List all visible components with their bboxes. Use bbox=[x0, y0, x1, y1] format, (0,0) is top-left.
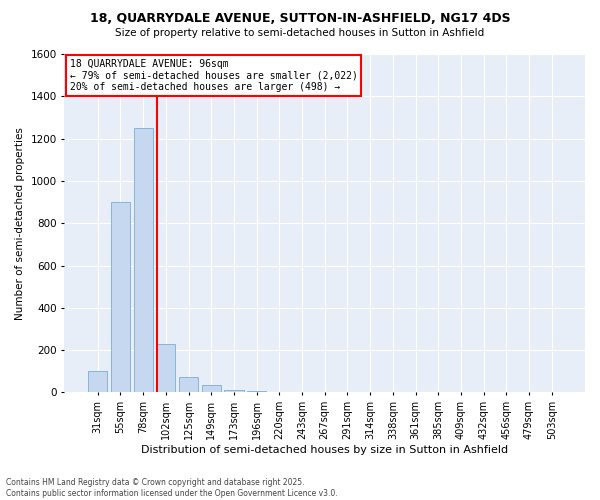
Bar bbox=[202, 385, 221, 392]
X-axis label: Distribution of semi-detached houses by size in Sutton in Ashfield: Distribution of semi-detached houses by … bbox=[141, 445, 508, 455]
Bar bbox=[134, 128, 153, 392]
Text: 18 QUARRYDALE AVENUE: 96sqm
← 79% of semi-detached houses are smaller (2,022)
20: 18 QUARRYDALE AVENUE: 96sqm ← 79% of sem… bbox=[70, 59, 358, 92]
Bar bbox=[179, 376, 198, 392]
Bar bbox=[224, 390, 244, 392]
Text: Size of property relative to semi-detached houses in Sutton in Ashfield: Size of property relative to semi-detach… bbox=[115, 28, 485, 38]
Y-axis label: Number of semi-detached properties: Number of semi-detached properties bbox=[15, 127, 25, 320]
Bar bbox=[111, 202, 130, 392]
Text: 18, QUARRYDALE AVENUE, SUTTON-IN-ASHFIELD, NG17 4DS: 18, QUARRYDALE AVENUE, SUTTON-IN-ASHFIEL… bbox=[89, 12, 511, 26]
Bar bbox=[88, 372, 107, 392]
Text: Contains HM Land Registry data © Crown copyright and database right 2025.
Contai: Contains HM Land Registry data © Crown c… bbox=[6, 478, 338, 498]
Bar bbox=[156, 344, 175, 393]
